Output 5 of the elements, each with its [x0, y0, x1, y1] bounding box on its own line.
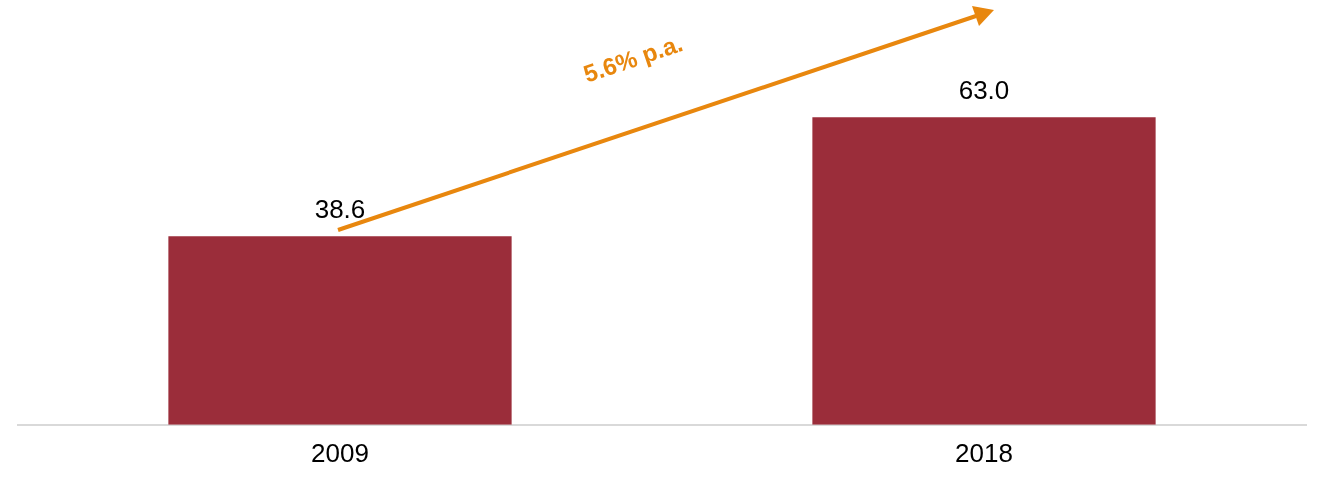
data-label: 63.0	[958, 75, 1010, 106]
x-tick-label: 2018	[955, 437, 1013, 468]
data-label: 38.6	[314, 194, 366, 225]
x-tick-label: 2009	[311, 437, 369, 468]
text: 5.6% p.a.	[580, 29, 687, 89]
